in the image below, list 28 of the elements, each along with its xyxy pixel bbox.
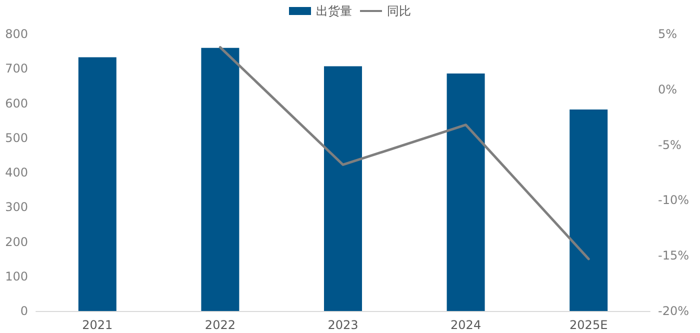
bar (446, 73, 485, 311)
bar (570, 109, 608, 311)
legend-label: 同比 (387, 4, 411, 18)
x-tick-label: 2023 (328, 318, 358, 332)
x-tick-label: 2024 (450, 318, 482, 332)
legend-label: 出货量 (316, 4, 352, 18)
y2-tick-label: -10% (658, 193, 690, 208)
bar (324, 66, 362, 311)
y-tick-label: 300 (5, 200, 28, 214)
y-tick-label: 200 (5, 234, 28, 249)
bar (201, 48, 240, 311)
y2-tick-label: 0% (658, 82, 678, 96)
y-tick-label: 500 (5, 130, 28, 145)
y-tick-label: 0 (20, 304, 28, 318)
y-tick-label: 100 (5, 269, 28, 284)
y-tick-label: 400 (5, 166, 28, 180)
bar (78, 57, 116, 311)
x-tick-label: 2025E (570, 318, 608, 332)
y-tick-label: 800 (5, 27, 28, 41)
line-series (218, 46, 590, 260)
y2-tick-label: -20% (658, 304, 690, 318)
y-tick-label: 700 (5, 62, 28, 76)
y2-tick-label: 5% (658, 27, 678, 41)
x-tick-label: 2021 (82, 318, 113, 332)
y-tick-label: 600 (5, 96, 28, 110)
y2-tick-label: -15% (658, 248, 690, 263)
x-tick-label: 2022 (204, 318, 236, 332)
y2-tick-label: -5% (658, 138, 682, 152)
